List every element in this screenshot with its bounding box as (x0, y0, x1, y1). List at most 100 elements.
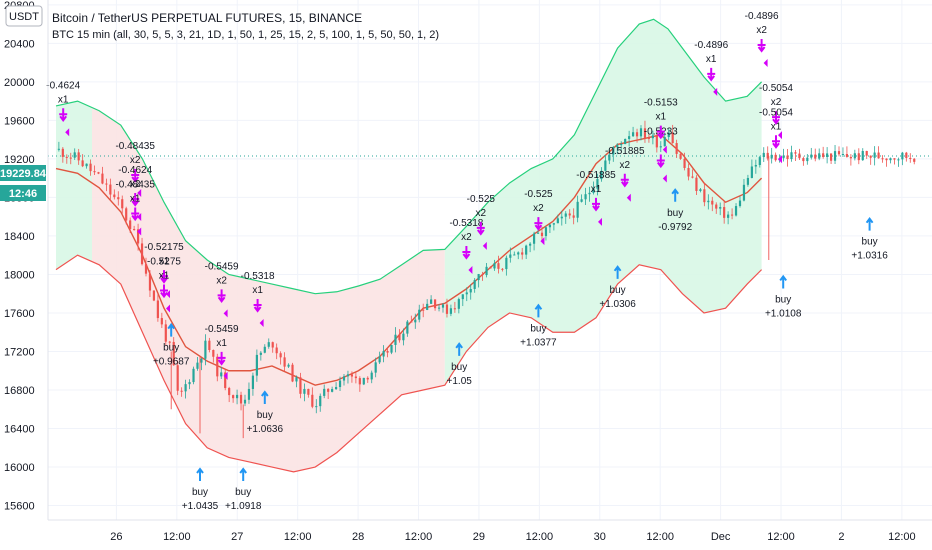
candle-body (837, 151, 841, 155)
candle-body (232, 395, 235, 399)
sell-marker-icon (662, 174, 667, 183)
candle-body (156, 300, 159, 319)
candle-body (410, 321, 413, 323)
candle-body (631, 132, 635, 137)
sell-marker-icon (540, 237, 545, 246)
candle-body (826, 153, 829, 158)
sell-value-label: -0.5318 (449, 218, 483, 229)
sell-multiplier-label: x2 (130, 155, 141, 166)
sell-multiplier-label: x2 (461, 232, 472, 243)
sell-multiplier-label: x1 (216, 338, 227, 349)
sell-marker-icon (223, 309, 228, 318)
candle-body (295, 377, 298, 382)
buy-arrow-icon (613, 265, 622, 279)
candle-body (144, 264, 148, 274)
candle-body (853, 153, 856, 159)
candle-body (89, 163, 92, 172)
candle-body (441, 304, 445, 308)
candle-body (667, 132, 670, 138)
sell-multiplier-label: x1 (159, 271, 170, 282)
candle-body (133, 229, 136, 231)
candle-body (738, 200, 742, 207)
candle-body (433, 299, 437, 309)
candle-body (457, 299, 460, 309)
candle-body (279, 353, 282, 358)
candle-body (742, 184, 746, 201)
sell-marker-icon (468, 266, 473, 274)
buy-value-label: +1.0108 (765, 308, 802, 319)
candle-body (251, 375, 255, 389)
candle-body (580, 199, 583, 202)
buy-arrow-icon (455, 342, 463, 356)
indicator-legend[interactable]: BTC 15 min (all, 30, 5, 5, 3, 21, 1D, 1,… (52, 29, 439, 41)
candle-body (168, 341, 171, 343)
buy-arrow-icon (779, 274, 787, 289)
sell-arrow-icon (131, 168, 140, 183)
candle-body (509, 254, 512, 258)
y-tick-label: 20400 (4, 38, 35, 50)
x-tick-label: Dec (711, 531, 731, 543)
candle-body (525, 245, 528, 255)
candle-body (659, 146, 662, 148)
buy-label: buy (862, 237, 878, 248)
sell-multiplier-label: x1 (159, 256, 170, 267)
buy-value-label: +0.9687 (153, 357, 190, 368)
candle-body (220, 372, 223, 377)
candle-body (77, 152, 80, 161)
candle-body (323, 388, 326, 396)
bull-fill-end (444, 19, 762, 386)
sell-multiplier-label: x1 (591, 184, 602, 195)
candle-body (703, 189, 706, 203)
band-fill-layer (56, 19, 762, 472)
sell-value-label: -0.5153 (644, 98, 678, 109)
candle-body (164, 324, 167, 342)
candle-body (671, 132, 674, 144)
candle-body (762, 152, 765, 158)
buy-value-label: +1.0316 (851, 251, 888, 262)
last-price-badge (0, 165, 46, 181)
buy-arrow-icon (167, 322, 175, 337)
x-tick-label: 12:00 (888, 531, 916, 543)
candle-body (390, 344, 393, 353)
header: USDT Bitcoin / TetherUS PERPETUAL FUTURE… (5, 5, 439, 41)
x-tick-label: 12:00 (526, 531, 554, 543)
candle-body (905, 152, 908, 158)
buy-value-label: -0.9792 (658, 222, 692, 233)
x-tick-label: 12:00 (284, 531, 312, 543)
basis-line (55, 134, 763, 386)
sell-multiplier-label: x1 (771, 121, 782, 132)
candle-body (101, 173, 104, 184)
candle-body (901, 152, 904, 160)
candle-body (560, 216, 563, 219)
candle-body (275, 347, 278, 354)
candle-body (235, 394, 239, 399)
sell-marker-icon (662, 145, 667, 154)
candle-body (453, 308, 456, 310)
buy-value-label: +1.0918 (225, 501, 262, 512)
candle-body (180, 390, 183, 392)
candle-body (552, 223, 555, 225)
candle-body (746, 177, 750, 185)
signals-layer: -0.4624x1-0.48435x2-0.4624x2-0.48435x1-0… (46, 11, 888, 512)
y-tick-label: 17600 (4, 308, 35, 320)
candle-body (422, 309, 425, 311)
sell-multiplier-label: x2 (771, 97, 782, 108)
sell-value-label: -0.5459 (205, 261, 239, 272)
candle-body (382, 351, 385, 357)
candle-body (786, 155, 789, 160)
buy-label: buy (235, 487, 251, 498)
currency-badge[interactable] (5, 5, 43, 27)
candle-body (770, 154, 773, 159)
x-tick-label: 28 (352, 531, 364, 543)
candle-body (798, 153, 801, 159)
last-price-label: 19229.84 12:46 (0, 165, 47, 201)
candle-body (184, 384, 187, 392)
sell-multiplier-label: x2 (756, 25, 767, 36)
candle-body (386, 351, 389, 353)
sell-multiplier-label: x2 (476, 208, 487, 219)
candle-body (176, 365, 179, 391)
candle-body (711, 200, 714, 205)
candle-body (734, 206, 738, 216)
